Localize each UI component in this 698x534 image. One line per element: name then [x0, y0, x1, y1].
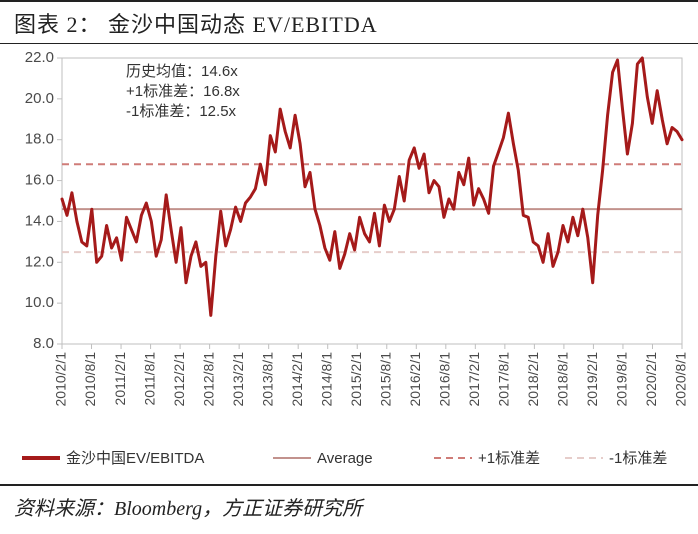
x-tick-label: 2020/8/1 [673, 352, 689, 407]
legend-label: Average [317, 450, 373, 467]
x-tick-label: 2010/2/1 [53, 352, 69, 407]
x-tick-label: 2020/2/1 [643, 352, 659, 407]
stat-line: +1标准差：16.8x [126, 83, 240, 100]
x-tick-label: 2017/2/1 [466, 352, 482, 407]
x-tick-label: 2016/2/1 [407, 352, 423, 407]
figure-title: 图表 2： 金沙中国动态 EV/EBITDA [14, 7, 378, 39]
chart-area: 8.0 10.0 12.0 14.0 16.0 18.0 20.0 22.0 2010/2/1 2… [0, 44, 698, 484]
x-tick-label: 2016/8/1 [437, 352, 453, 407]
x-tick-label: 2018/2/1 [525, 352, 541, 407]
stat-line: -1标准差：12.5x [126, 103, 237, 120]
source-text: 资料来源：Bloomberg，方正证券研究所 [14, 498, 362, 520]
source-bar: 资料来源：Bloomberg，方正证券研究所 [0, 484, 698, 521]
x-tick-label: 2014/8/1 [318, 352, 334, 407]
x-tick-label: 2015/8/1 [377, 352, 393, 407]
x-tick-label: 2013/8/1 [259, 352, 275, 407]
x-tick-label: 2013/2/1 [230, 352, 246, 407]
x-tick-label: 2011/2/1 [112, 352, 128, 406]
x-tick-label: 2018/8/1 [555, 352, 571, 407]
svg-text:14.0: 14.0 [25, 212, 54, 229]
x-tick-label: 2014/2/1 [289, 352, 305, 407]
svg-text:10.0: 10.0 [25, 294, 54, 311]
figure-container: 图表 2： 金沙中国动态 EV/EBITDA 8.0 10.0 12.0 14.0 16… [0, 0, 698, 534]
legend-label: -1标准差 [609, 450, 667, 467]
x-tick-label: 2015/2/1 [348, 352, 364, 407]
line-chart: 8.0 10.0 12.0 14.0 16.0 18.0 20.0 22.0 2010/2/1 2… [0, 44, 698, 484]
svg-text:22.0: 22.0 [25, 49, 54, 66]
x-tick-label: 2011/8/1 [141, 352, 157, 406]
svg-text:8.0: 8.0 [33, 335, 54, 352]
x-tick-label: 2010/8/1 [82, 352, 98, 407]
svg-text:18.0: 18.0 [25, 131, 54, 148]
legend-label: 金沙中国EV/EBITDA [66, 450, 204, 467]
svg-text:16.0: 16.0 [25, 172, 54, 189]
x-tick-label: 2012/8/1 [200, 352, 216, 407]
title-bar: 图表 2： 金沙中国动态 EV/EBITDA [0, 0, 698, 44]
x-tick-label: 2019/8/1 [614, 352, 630, 407]
stat-line: 历史均值：14.6x [126, 63, 238, 80]
svg-text:20.0: 20.0 [25, 90, 54, 107]
x-tick-label: 2019/2/1 [584, 352, 600, 407]
legend-label: +1标准差 [478, 450, 540, 467]
x-tick-label: 2012/2/1 [171, 352, 187, 407]
x-tick-label: 2017/8/1 [496, 352, 512, 407]
svg-text:12.0: 12.0 [25, 253, 54, 270]
